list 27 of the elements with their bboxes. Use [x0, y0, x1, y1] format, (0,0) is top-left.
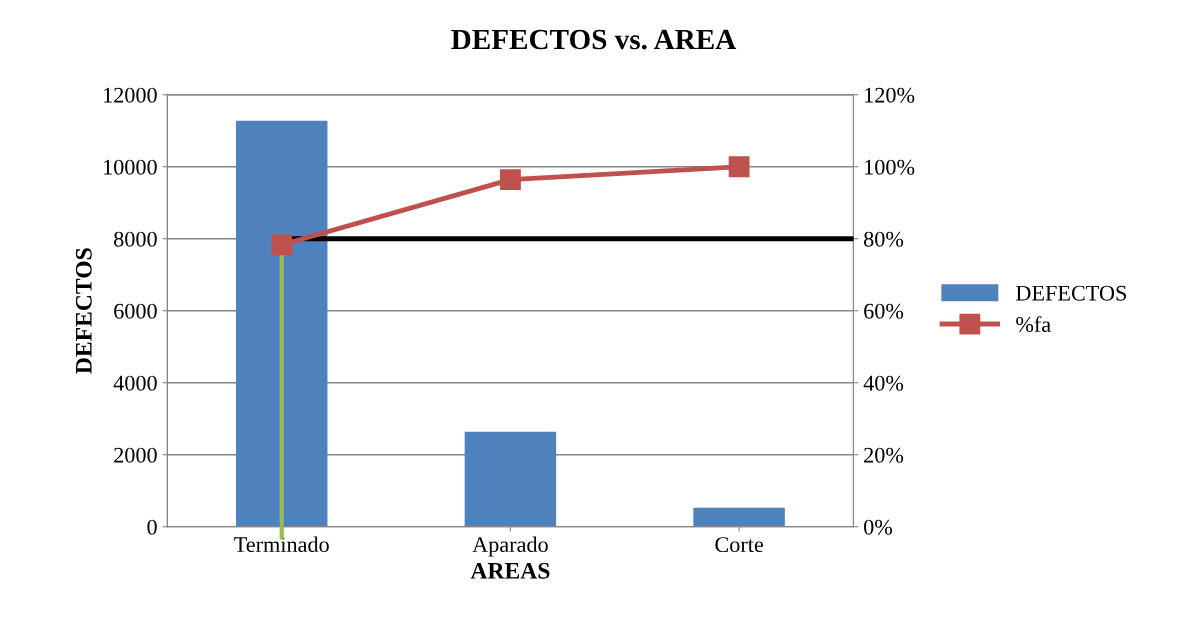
y2-tick-label: 0%: [864, 519, 893, 535]
y-tick-label: 12000: [104, 87, 157, 103]
point: [728, 156, 750, 178]
bar: [693, 507, 785, 527]
y-tick-label: 6000: [114, 303, 157, 319]
y-tick-label: 2000: [114, 447, 157, 463]
y2-tick-label: 120%: [865, 87, 915, 103]
point: [271, 234, 293, 256]
y-tick-label: 0: [147, 519, 157, 535]
y-tick-label: 10000: [104, 159, 157, 175]
x-axis-title: AREAS: [470, 562, 550, 579]
legend-label: %fa: [1016, 316, 1051, 333]
y2-tick-label: 100%: [865, 159, 915, 175]
y2-tick-label: 60%: [864, 303, 904, 319]
y-tick-label: 4000: [113, 375, 157, 391]
y2-tick-label: 40%: [863, 375, 904, 391]
x-tick-label: Aparado: [472, 536, 548, 557]
bar: [464, 431, 557, 527]
y2-tick-label: 80%: [864, 231, 904, 247]
y-axis-title: DEFECTOS: [75, 248, 92, 374]
x-tick-label: Terminado: [234, 536, 329, 553]
chart-title: DEFECTOS vs. AREA: [451, 29, 737, 50]
x-tick-label: Corte: [715, 537, 764, 553]
legend-label: DEFECTOS: [1016, 285, 1126, 301]
y2-tick-label: 20%: [864, 447, 904, 463]
y-tick-label: 8000: [114, 231, 157, 247]
point: [499, 169, 521, 191]
